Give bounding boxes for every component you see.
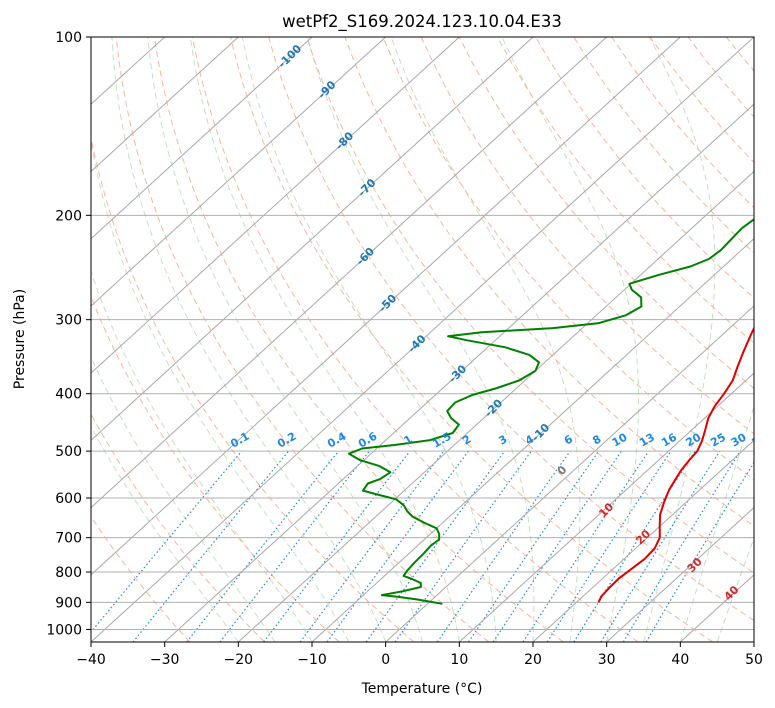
x-tick-label: 50 — [745, 652, 763, 668]
y-tick-label: 400 — [55, 387, 82, 403]
mixing-ratio-line — [436, 450, 571, 642]
y-tick-label: 500 — [55, 444, 82, 460]
dry-adiabat-line — [115, 37, 489, 642]
x-tick-label: −10 — [297, 652, 327, 668]
x-tick-label: 20 — [524, 652, 542, 668]
dry-adiabat-line — [91, 135, 415, 642]
x-axis-title: Temperature (°C) — [361, 681, 483, 697]
y-tick-label: 1000 — [46, 622, 82, 638]
mixing-ratio-line — [365, 450, 506, 642]
x-axis-ticks: −40 −30 −20 −10 0 10 20 30 40 50 — [76, 642, 763, 668]
moist-adiabat-line — [147, 37, 423, 642]
mixing-ratio-line — [299, 450, 445, 642]
moist-adiabat-line — [91, 139, 350, 642]
isotherm-line — [91, 37, 681, 576]
isotherm-line — [606, 506, 754, 642]
moist-adiabat-line — [679, 404, 754, 642]
moist-adiabat-line — [241, 37, 497, 642]
y-tick-label: 600 — [55, 491, 82, 507]
isotherm-line — [91, 37, 608, 509]
dry-adiabat-line — [344, 37, 754, 527]
mixing-ratio-lines — [91, 450, 754, 642]
mixing-ratio-line — [467, 450, 600, 642]
mixing-ratio-line — [492, 450, 622, 642]
isotherm-line — [532, 439, 754, 642]
mixing-ratio-line — [186, 450, 340, 642]
isotherm-lines — [91, 37, 754, 642]
y-axis-title: Pressure (hPa) — [12, 289, 28, 389]
mixing-ratio-line — [622, 450, 741, 642]
dry-adiabat-line — [91, 515, 191, 642]
y-tick-label: 700 — [55, 531, 82, 547]
y-tick-label: 300 — [55, 313, 82, 329]
profile-series — [348, 218, 754, 605]
mixing-ratio-line — [522, 450, 650, 642]
dry-adiabat-line — [268, 37, 754, 622]
isotherm-line — [91, 37, 460, 374]
moist-adiabat-line — [501, 37, 640, 642]
mixing-ratio-line — [573, 450, 696, 642]
moist-adiabat-line — [189, 37, 460, 642]
y-tick-label: 900 — [55, 595, 82, 611]
x-tick-label: −40 — [76, 652, 106, 668]
isotherm-line — [385, 305, 754, 642]
mixing-ratio-line — [263, 450, 411, 642]
x-tick-label: −30 — [150, 652, 180, 668]
moist-adiabat-line — [91, 425, 239, 642]
chart-title: wetPf2_S169.2024.123.10.04.E33 — [282, 12, 562, 32]
y-tick-label: 200 — [55, 208, 82, 224]
temperature-profile-line — [597, 325, 754, 603]
isotherm-line — [91, 37, 387, 307]
dry-adiabat-line — [535, 37, 754, 299]
dewpoint-profile-line — [348, 218, 754, 605]
y-tick-label: 800 — [55, 565, 82, 581]
isotherm-line — [458, 372, 754, 642]
moist-adiabat-line — [91, 356, 276, 642]
dry-adiabat-line — [153, 37, 564, 642]
pressure-gridlines — [91, 37, 754, 630]
isotherm-line — [237, 170, 754, 642]
x-tick-label: 40 — [671, 652, 689, 668]
moist-adiabat-line — [306, 37, 535, 642]
moist-adiabat-line — [111, 37, 387, 642]
y-axis-ticks: 100 200 300 400 500 600 700 800 900 1000 — [46, 30, 91, 638]
isotherm-line — [91, 37, 534, 442]
mixing-ratio-line — [91, 450, 243, 633]
isotherm-line — [91, 37, 754, 642]
isotherm-line — [311, 237, 754, 642]
isotherm-line — [91, 37, 313, 240]
x-tick-label: −20 — [224, 652, 254, 668]
dry-adiabat-line — [191, 37, 639, 642]
isotherm-line — [91, 37, 239, 173]
y-tick-label: 100 — [55, 30, 82, 46]
dry-adiabat-line — [91, 412, 265, 642]
dry-adiabat-line — [496, 37, 754, 344]
mixing-ratio-label: 36 — [749, 430, 769, 449]
mixing-ratio-line — [326, 450, 469, 642]
dry-adiabat-line — [230, 37, 713, 642]
x-tick-label: 10 — [450, 652, 468, 668]
mixing-ratio-line — [546, 450, 672, 642]
x-tick-label: 0 — [381, 652, 390, 668]
dry-adiabat-line — [420, 37, 754, 435]
moist-adiabat-line — [716, 536, 754, 642]
dry-adiabat-line — [306, 37, 754, 574]
dry-adiabat-line — [382, 37, 754, 481]
mixing-ratio-line — [132, 450, 290, 642]
x-tick-label: 30 — [598, 652, 616, 668]
isotherm-line — [164, 103, 754, 642]
moist-adiabat-line — [643, 37, 716, 642]
plot-frame — [90, 36, 755, 643]
moist-adiabat-line — [390, 37, 581, 642]
